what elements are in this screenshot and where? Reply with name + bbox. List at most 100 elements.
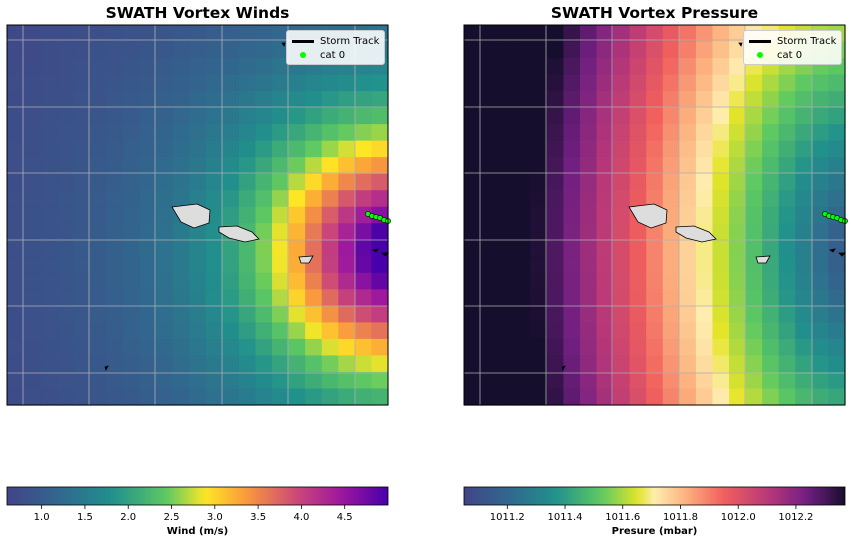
heatmap-cell: [513, 388, 531, 406]
heatmap-cell: [305, 371, 323, 390]
heatmap-cell: [238, 173, 257, 191]
heatmap-cell: [89, 223, 107, 241]
heatmap-cell: [205, 355, 223, 373]
heatmap-cell: [712, 173, 730, 191]
heatmap-cell: [596, 74, 614, 92]
heatmap-cell: [139, 157, 157, 175]
heatmap-cell: [613, 256, 631, 274]
heatmap-cell: [662, 272, 680, 290]
heatmap-cell: [778, 173, 796, 191]
heatmap-cell: [189, 322, 207, 340]
heatmap-cell: [172, 74, 190, 92]
heatmap-cell: [7, 107, 25, 125]
heatmap-cell: [480, 173, 498, 191]
heatmap-cell: [156, 58, 174, 76]
heatmap-cell: [255, 91, 273, 109]
heatmap-cell: [205, 25, 223, 43]
heatmap-cell: [89, 140, 107, 158]
heatmap-cell: [106, 289, 124, 307]
heatmap-cell: [338, 140, 356, 158]
heatmap-cell: [305, 107, 323, 125]
heatmap-cell: [7, 322, 25, 340]
heatmap-cell: [23, 41, 41, 59]
heatmap-cell: [629, 322, 647, 340]
heatmap-cell: [238, 190, 257, 208]
heatmap-cell: [321, 239, 339, 257]
heatmap-cell: [480, 74, 498, 92]
heatmap-cell: [546, 190, 564, 208]
heatmap-cell: [23, 157, 41, 175]
gridlines: [464, 25, 845, 405]
heatmap-cell: [371, 256, 389, 274]
heatmap-cell: [811, 173, 830, 191]
heatmap-cell: [23, 322, 41, 340]
heatmap-cell: [56, 157, 74, 175]
heatmap-cell: [122, 91, 141, 109]
heatmap-cell: [613, 157, 631, 175]
heatmap-cell: [238, 239, 257, 257]
heatmap-cell: [222, 173, 240, 191]
heatmap-cell: [579, 322, 598, 340]
heatmap-cell: [205, 91, 223, 109]
heatmap-cell: [288, 239, 306, 257]
heatmap-cell: [23, 74, 41, 92]
heatmap-cell: [122, 338, 141, 357]
heatmap-cell: [205, 388, 223, 406]
heatmap-cell: [338, 190, 356, 208]
heatmap-cell: [513, 140, 531, 158]
heatmap-cell: [778, 289, 796, 307]
heatmap-cell: [106, 58, 124, 76]
heatmap-cell: [464, 74, 482, 92]
heatmap-cell: [729, 223, 747, 241]
heatmap-cell: [288, 272, 306, 290]
heatmap-cell: [122, 74, 141, 92]
heatmap-cell: [56, 305, 74, 323]
heatmap-cell: [778, 190, 796, 208]
heatmap-cell: [288, 355, 306, 373]
heatmap-cell: [255, 58, 273, 76]
heatmap-cell: [745, 305, 763, 323]
heatmap-cell: [371, 289, 389, 307]
heatmap-cell: [795, 74, 813, 92]
heatmap-cell: [354, 91, 373, 109]
heatmap-cell: [629, 124, 647, 142]
colorbar-tick-label: 2.5: [164, 512, 180, 523]
heatmap-cell: [679, 388, 697, 406]
heatmap-cell: [7, 157, 25, 175]
track-line-icon: [749, 39, 771, 43]
heatmap-cell: [596, 388, 614, 406]
heatmap-cell: [106, 223, 124, 241]
heatmap-cell: [89, 206, 107, 224]
heatmap-cell: [563, 107, 581, 125]
heatmap-cell: [106, 305, 124, 323]
heatmap-cell: [464, 355, 482, 373]
heatmap-cell: [255, 256, 273, 274]
heatmap-cell: [139, 74, 157, 92]
pressure-chart-title: SWATH Vortex Pressure: [550, 4, 759, 22]
heatmap-cell: [40, 107, 58, 125]
heatmap-cell: [464, 91, 482, 109]
heatmap-cell: [222, 74, 240, 92]
heatmap-cell: [497, 173, 515, 191]
heatmap-cell: [56, 25, 74, 43]
colorbar-tick-label: 1012.2: [778, 512, 813, 523]
heatmap-cell: [305, 157, 323, 175]
heatmap-cell: [729, 107, 747, 125]
heatmap-cell: [288, 206, 306, 224]
heatmap-cell: [729, 305, 747, 323]
heatmap-cell: [238, 322, 257, 340]
heatmap-cell: [255, 190, 273, 208]
heatmap-cell: [40, 371, 58, 390]
legend-entry-track: Storm Track: [749, 34, 836, 48]
heatmap-cell: [156, 124, 174, 142]
heatmap-cell: [205, 157, 223, 175]
heatmap-cell: [662, 25, 680, 43]
heatmap-cell: [354, 107, 373, 125]
heatmap-cell: [745, 74, 763, 92]
heatmap-cell: [464, 239, 482, 257]
heatmap-cell: [122, 157, 141, 175]
heatmap-cell: [695, 371, 714, 390]
heatmap-cell: [662, 355, 680, 373]
heatmap-cell: [305, 239, 323, 257]
heatmap-cell: [745, 289, 763, 307]
